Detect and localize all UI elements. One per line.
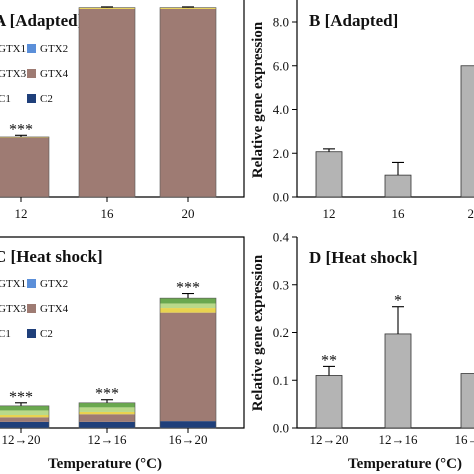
panel-d-xlabel: Temperature (°C) bbox=[348, 456, 462, 472]
panel-a-bars: *** 12 16 20 bbox=[0, 6, 217, 221]
panel-a: A [Adapted] GTX1 GTX2 GTX3 GTX4 C1 C2 *** 12 16… bbox=[0, 0, 245, 221]
legend-label-gtx4: GTX4 bbox=[40, 68, 69, 80]
panel-a-legend: GTX1 GTX2 GTX3 GTX4 C1 C2 bbox=[0, 43, 69, 105]
legend-label-gtx3: GTX3 bbox=[0, 68, 27, 80]
bar-segment-gtx4 bbox=[160, 8, 216, 198]
bar-segment-gtx4 bbox=[79, 414, 135, 422]
panel-c: C [Heat shock] GTX1 GTX2 GTX3 GTX4 C1 C2 *** 1… bbox=[0, 236, 245, 472]
bar-segment-gtx4 bbox=[0, 137, 49, 197]
panel-a-title: A [Adapted] bbox=[0, 11, 83, 30]
bar-segment-gtx4 bbox=[0, 417, 49, 422]
panel-c-legend: GTX1 GTX2 GTX3 GTX4 C1 C2 bbox=[0, 278, 69, 340]
legend-label-c2: C2 bbox=[40, 93, 53, 105]
legend-swatch-c2 bbox=[27, 94, 36, 103]
legend-swatch-c2 bbox=[27, 329, 36, 338]
x-tick-label: 12 bbox=[15, 206, 28, 221]
panel-d-title: D [Heat shock] bbox=[309, 248, 418, 267]
legend-label-c2: C2 bbox=[40, 328, 53, 340]
significance-label: *** bbox=[9, 389, 33, 406]
bar-segment-gtx1 bbox=[0, 136, 49, 138]
x-tick-label: 16 bbox=[101, 206, 115, 221]
y-tick-label: 2.0 bbox=[273, 146, 289, 161]
legend-swatch-gtx2 bbox=[27, 279, 36, 288]
x-tick-label: 12→16 bbox=[379, 432, 419, 447]
panel-d: D [Heat shock] Relative gene expression … bbox=[250, 230, 474, 472]
legend-label-gtx2: GTX2 bbox=[40, 43, 68, 55]
legend-swatch-gtx2 bbox=[27, 44, 36, 53]
bar-segment-gtx1 bbox=[160, 308, 216, 313]
significance-label: *** bbox=[9, 121, 33, 138]
bar-segment-gtx1 bbox=[0, 415, 49, 418]
y-tick-label: 0.4 bbox=[273, 230, 290, 245]
y-tick-label: 0.2 bbox=[273, 325, 289, 340]
x-tick-label: 12→16 bbox=[88, 432, 128, 447]
significance-label: *** bbox=[176, 280, 200, 297]
bar-segment-c1 bbox=[79, 402, 135, 408]
bar-segment-gtx1 bbox=[79, 411, 135, 415]
x-tick-label: 16→20 bbox=[455, 432, 474, 447]
bar-segment-c2 bbox=[0, 421, 49, 428]
y-tick-label: 8.0 bbox=[273, 15, 289, 30]
y-tick-label: 0.0 bbox=[273, 421, 289, 436]
bar-segment-c1 bbox=[160, 298, 216, 304]
x-tick-label: 12 bbox=[323, 206, 336, 221]
bar-segment-gtx4 bbox=[79, 8, 135, 198]
x-tick-label: 16→20 bbox=[169, 432, 208, 447]
bar-segment-gtx3 bbox=[79, 407, 135, 412]
panel-c-title: C [Heat shock] bbox=[0, 247, 103, 266]
significance-label: * bbox=[394, 293, 402, 310]
legend-label-gtx1: GTX1 bbox=[0, 278, 26, 290]
bar-segment-c2 bbox=[79, 421, 135, 428]
panel-d-ylabel: Relative gene expression bbox=[250, 254, 266, 411]
panel-b: B [Adapted] Relative gene expression 12 1… bbox=[250, 0, 474, 221]
x-tick-label: 12→20 bbox=[310, 432, 349, 447]
x-tick-label: 20 bbox=[468, 206, 474, 221]
panel-a-axes bbox=[0, 0, 245, 198]
bar bbox=[460, 373, 474, 429]
panel-c-axes bbox=[0, 236, 245, 429]
significance-label: ** bbox=[321, 352, 337, 369]
legend-label-gtx1: GTX1 bbox=[0, 43, 26, 55]
y-tick-label: 0.0 bbox=[273, 190, 289, 205]
x-tick-label: 12→20 bbox=[2, 432, 41, 447]
y-tick-label: 0.1 bbox=[273, 373, 289, 388]
bar-segment-gtx3 bbox=[0, 410, 49, 416]
panel-b-bars: 12 16 20 0.0 2.0 4.0 6.0 8.0 bbox=[273, 15, 474, 221]
bar bbox=[384, 333, 412, 429]
panel-c-xlabel: Temperature (°C) bbox=[48, 456, 162, 472]
panel-c-bars: *** 12→20 *** 12→16 *** 16→20 bbox=[0, 280, 217, 447]
significance-label: *** bbox=[95, 386, 119, 403]
legend-label-c1: C1 bbox=[0, 328, 11, 340]
bar-segment-c1 bbox=[0, 405, 49, 411]
bar bbox=[384, 174, 412, 198]
panel-b-title: B [Adapted] bbox=[309, 11, 398, 30]
panel-b-ylabel: Relative gene expression bbox=[250, 21, 266, 178]
bar bbox=[460, 65, 474, 198]
legend-label-gtx2: GTX2 bbox=[40, 278, 68, 290]
legend-swatch-gtx4 bbox=[27, 304, 36, 313]
y-tick-label: 0.3 bbox=[273, 277, 289, 292]
bar-segment-gtx3 bbox=[160, 303, 216, 309]
bar-segment-c2 bbox=[160, 421, 216, 428]
legend-swatch-gtx4 bbox=[27, 69, 36, 78]
legend-label-gtx3: GTX3 bbox=[0, 303, 27, 315]
x-tick-label: 20 bbox=[182, 206, 195, 221]
bar bbox=[315, 151, 343, 198]
y-tick-label: 6.0 bbox=[273, 58, 289, 73]
bar bbox=[315, 375, 343, 429]
legend-label-gtx4: GTX4 bbox=[40, 303, 69, 315]
y-tick-label: 4.0 bbox=[273, 102, 289, 117]
legend-label-c1: C1 bbox=[0, 93, 11, 105]
bar-segment-gtx1 bbox=[79, 7, 135, 9]
bar-segment-gtx4 bbox=[160, 312, 216, 422]
bar-segment-gtx1 bbox=[160, 7, 216, 9]
panel-d-bars: ** 12→20 * 12→16 16→20 0.0 0.1 0.2 0.3 0.4 bbox=[273, 230, 474, 447]
x-tick-label: 16 bbox=[392, 206, 406, 221]
